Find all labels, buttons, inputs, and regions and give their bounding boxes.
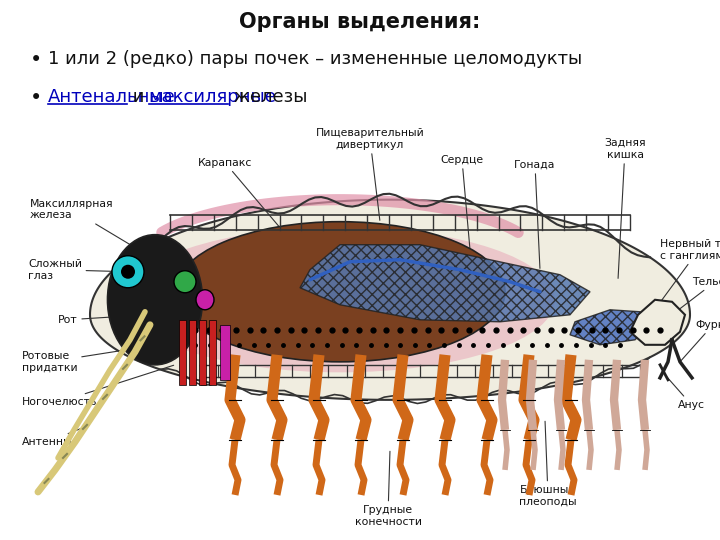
Polygon shape <box>300 245 590 322</box>
Text: •: • <box>30 50 42 70</box>
Text: Брюшные
плеоподы: Брюшные плеоподы <box>519 421 577 507</box>
Text: Карапакс: Карапакс <box>198 158 279 227</box>
Bar <box>220 325 230 380</box>
Text: Ротовые
придатки: Ротовые придатки <box>22 340 189 373</box>
Text: Сердце: Сердце <box>441 154 484 248</box>
Text: Нервный тяж
с ганглиями: Нервный тяж с ганглиями <box>641 239 720 329</box>
Ellipse shape <box>121 265 135 279</box>
Ellipse shape <box>174 271 196 293</box>
Text: Антенальные: Антенальные <box>48 87 176 106</box>
Ellipse shape <box>196 290 214 310</box>
Bar <box>189 320 196 385</box>
Bar <box>179 320 186 385</box>
Text: Сложный
глаз: Сложный глаз <box>28 259 127 281</box>
Text: 1 или 2 (редко) пары почек – измененные целомодукты: 1 или 2 (редко) пары почек – измененные … <box>48 50 582 68</box>
Text: Грудные
конечности: Грудные конечности <box>354 451 421 526</box>
Bar <box>209 320 216 385</box>
Text: Антенны: Антенны <box>22 426 89 447</box>
Text: Максиллярная
железа: Максиллярная железа <box>30 199 171 269</box>
Text: Тельсон: Тельсон <box>673 276 720 314</box>
Ellipse shape <box>175 222 505 362</box>
Text: Фурка: Фурка <box>681 320 720 361</box>
Ellipse shape <box>107 235 202 365</box>
Text: максилярные: максилярные <box>149 87 276 106</box>
Text: Анус: Анус <box>666 376 705 410</box>
Text: железы: железы <box>228 87 307 106</box>
Ellipse shape <box>125 227 555 373</box>
Polygon shape <box>570 310 650 345</box>
Text: •: • <box>30 87 42 107</box>
Bar <box>199 320 206 385</box>
Text: Рот: Рот <box>58 312 194 325</box>
Ellipse shape <box>112 256 144 288</box>
Text: Органы выделения:: Органы выделения: <box>239 12 481 32</box>
Text: Пищеварительный
дивертикул: Пищеварительный дивертикул <box>315 128 424 220</box>
Text: и: и <box>127 87 150 106</box>
Polygon shape <box>630 300 685 345</box>
Text: Задняя
кишка: Задняя кишка <box>604 138 646 278</box>
Text: Гонада: Гонада <box>514 160 556 268</box>
Polygon shape <box>90 200 690 400</box>
Text: Ногочелюсть: Ногочелюсть <box>22 365 174 407</box>
